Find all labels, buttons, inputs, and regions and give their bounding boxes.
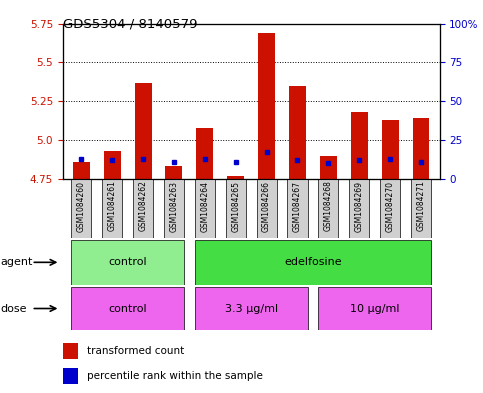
Text: GSM1084267: GSM1084267 [293, 181, 302, 231]
Bar [166, 166, 183, 179]
Bar [287, 179, 308, 238]
Bar [195, 179, 215, 238]
Bar [382, 120, 398, 179]
Bar [289, 86, 306, 179]
Text: control: control [108, 303, 147, 314]
Bar [412, 118, 429, 179]
Bar [351, 112, 368, 179]
Text: transformed count: transformed count [87, 346, 185, 356]
Text: GSM1084271: GSM1084271 [416, 181, 426, 231]
Bar [71, 240, 184, 285]
Text: control: control [108, 257, 147, 267]
Bar [380, 179, 400, 238]
Bar [71, 179, 91, 238]
Text: GSM1084265: GSM1084265 [231, 181, 240, 231]
Text: dose: dose [0, 303, 27, 314]
Text: GSM1084266: GSM1084266 [262, 181, 271, 231]
Text: GSM1084262: GSM1084262 [139, 181, 148, 231]
Bar [63, 367, 78, 384]
Bar [318, 287, 431, 330]
Bar [135, 83, 152, 179]
Bar [164, 179, 184, 238]
Text: GSM1084270: GSM1084270 [385, 181, 395, 231]
Text: GSM1084268: GSM1084268 [324, 181, 333, 231]
Bar [195, 287, 308, 330]
Bar [226, 179, 246, 238]
Text: agent: agent [0, 257, 33, 267]
Bar [71, 287, 184, 330]
Text: GSM1084269: GSM1084269 [355, 181, 364, 231]
Bar [63, 343, 78, 360]
Bar [102, 179, 122, 238]
Text: edelfosine: edelfosine [284, 257, 342, 267]
Bar [104, 151, 121, 179]
Bar [197, 128, 213, 179]
Text: 3.3 μg/ml: 3.3 μg/ml [225, 303, 278, 314]
Text: percentile rank within the sample: percentile rank within the sample [87, 371, 263, 381]
Text: GSM1084260: GSM1084260 [77, 181, 86, 231]
Text: 10 μg/ml: 10 μg/ml [350, 303, 399, 314]
Text: GSM1084263: GSM1084263 [170, 181, 178, 231]
Bar [258, 33, 275, 179]
Bar [318, 179, 339, 238]
Bar [320, 156, 337, 179]
Text: GDS5304 / 8140579: GDS5304 / 8140579 [63, 18, 197, 31]
Bar [349, 179, 369, 238]
Bar [133, 179, 153, 238]
Bar [227, 176, 244, 179]
Bar [195, 240, 431, 285]
Text: GSM1084264: GSM1084264 [200, 181, 209, 231]
Bar [411, 179, 431, 238]
Bar [256, 179, 277, 238]
Text: GSM1084261: GSM1084261 [108, 181, 117, 231]
Bar [73, 162, 90, 179]
